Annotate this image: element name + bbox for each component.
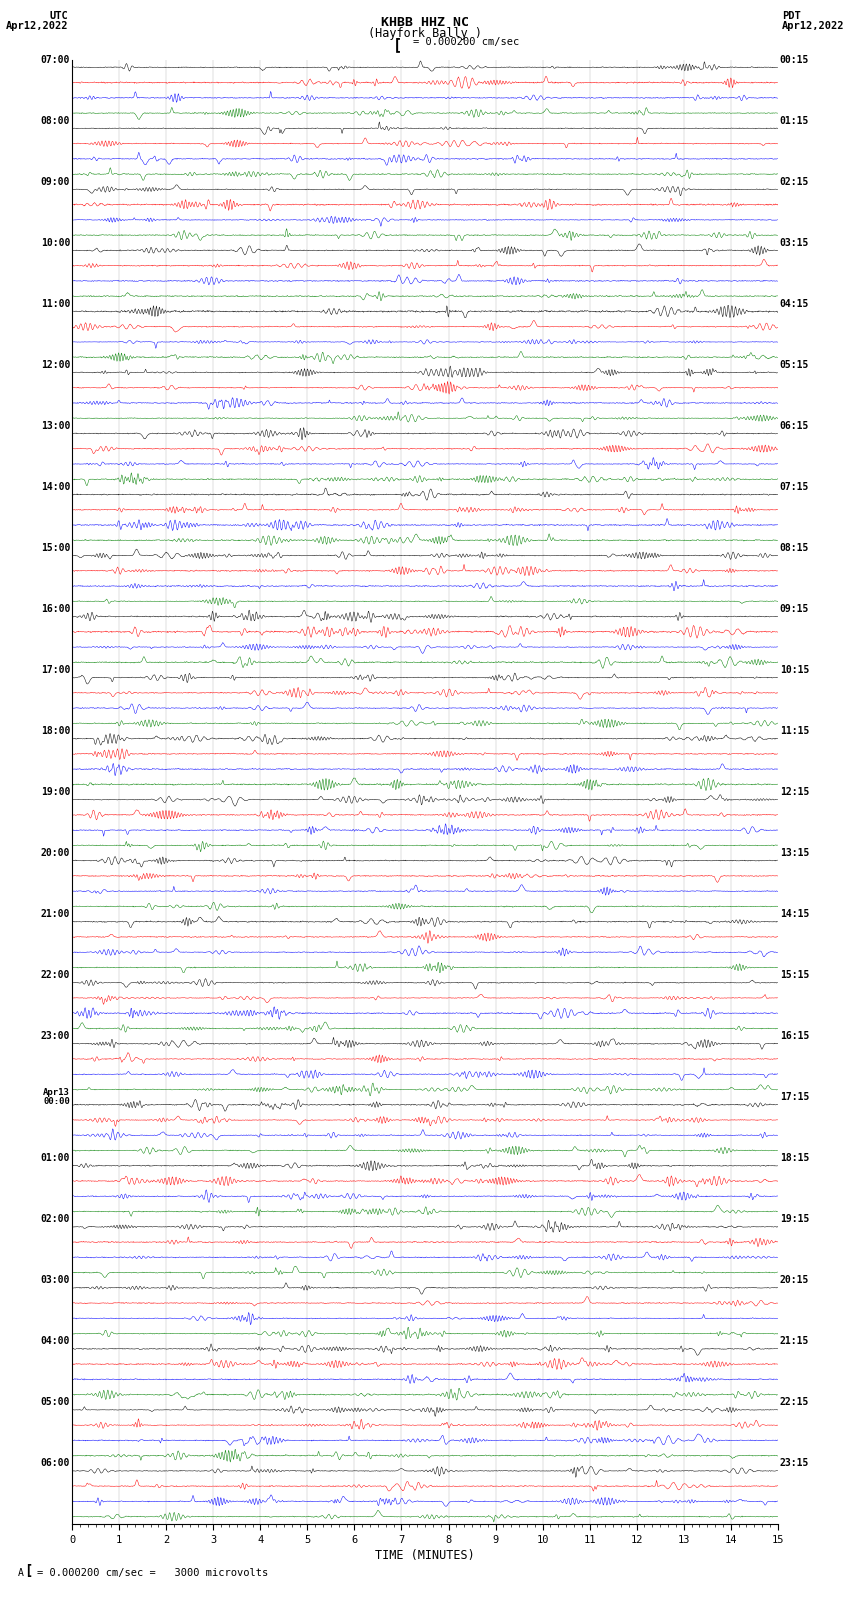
- Text: A: A: [19, 1568, 24, 1578]
- Text: 05:00: 05:00: [41, 1397, 71, 1407]
- Text: 15:00: 15:00: [41, 544, 71, 553]
- Text: 00:00: 00:00: [43, 1097, 71, 1107]
- Text: 05:15: 05:15: [779, 360, 809, 369]
- Text: 07:00: 07:00: [41, 55, 71, 65]
- Text: 01:00: 01:00: [41, 1153, 71, 1163]
- Text: 22:15: 22:15: [779, 1397, 809, 1407]
- Text: = 0.000200 cm/sec: = 0.000200 cm/sec: [413, 37, 519, 47]
- Text: [: [: [24, 1563, 32, 1578]
- Text: 10:00: 10:00: [41, 237, 71, 248]
- Text: 17:00: 17:00: [41, 665, 71, 674]
- Text: 09:15: 09:15: [779, 603, 809, 615]
- Text: 17:15: 17:15: [779, 1092, 809, 1102]
- Text: 02:15: 02:15: [779, 177, 809, 187]
- X-axis label: TIME (MINUTES): TIME (MINUTES): [375, 1548, 475, 1561]
- Text: 16:00: 16:00: [41, 603, 71, 615]
- Text: 06:15: 06:15: [779, 421, 809, 431]
- Text: 03:15: 03:15: [779, 237, 809, 248]
- Text: 12:15: 12:15: [779, 787, 809, 797]
- Text: 11:15: 11:15: [779, 726, 809, 736]
- Text: [: [: [394, 37, 402, 52]
- Text: 18:15: 18:15: [779, 1153, 809, 1163]
- Text: 00:15: 00:15: [779, 55, 809, 65]
- Text: 19:15: 19:15: [779, 1215, 809, 1224]
- Text: 14:15: 14:15: [779, 910, 809, 919]
- Text: 04:15: 04:15: [779, 298, 809, 308]
- Text: 12:00: 12:00: [41, 360, 71, 369]
- Text: 07:15: 07:15: [779, 482, 809, 492]
- Text: 13:15: 13:15: [779, 848, 809, 858]
- Text: 19:00: 19:00: [41, 787, 71, 797]
- Text: 02:00: 02:00: [41, 1215, 71, 1224]
- Text: 23:00: 23:00: [41, 1031, 71, 1040]
- Text: 04:00: 04:00: [41, 1336, 71, 1347]
- Text: (Hayfork Bally ): (Hayfork Bally ): [368, 27, 482, 40]
- Text: UTC: UTC: [49, 11, 68, 21]
- Text: 21:00: 21:00: [41, 910, 71, 919]
- Text: = 0.000200 cm/sec =   3000 microvolts: = 0.000200 cm/sec = 3000 microvolts: [37, 1568, 269, 1578]
- Text: Apr13: Apr13: [43, 1089, 71, 1097]
- Text: Apr12,2022: Apr12,2022: [782, 21, 845, 31]
- Text: 03:00: 03:00: [41, 1276, 71, 1286]
- Text: 18:00: 18:00: [41, 726, 71, 736]
- Text: 10:15: 10:15: [779, 665, 809, 674]
- Text: 21:15: 21:15: [779, 1336, 809, 1347]
- Text: 08:00: 08:00: [41, 116, 71, 126]
- Text: PDT: PDT: [782, 11, 801, 21]
- Text: 09:00: 09:00: [41, 177, 71, 187]
- Text: 14:00: 14:00: [41, 482, 71, 492]
- Text: 08:15: 08:15: [779, 544, 809, 553]
- Text: 20:00: 20:00: [41, 848, 71, 858]
- Text: 22:00: 22:00: [41, 969, 71, 981]
- Text: 11:00: 11:00: [41, 298, 71, 308]
- Text: Apr12,2022: Apr12,2022: [5, 21, 68, 31]
- Text: 15:15: 15:15: [779, 969, 809, 981]
- Text: KHBB HHZ NC: KHBB HHZ NC: [381, 16, 469, 29]
- Text: 16:15: 16:15: [779, 1031, 809, 1040]
- Text: 13:00: 13:00: [41, 421, 71, 431]
- Text: 01:15: 01:15: [779, 116, 809, 126]
- Text: 20:15: 20:15: [779, 1276, 809, 1286]
- Text: 06:00: 06:00: [41, 1458, 71, 1468]
- Text: 23:15: 23:15: [779, 1458, 809, 1468]
